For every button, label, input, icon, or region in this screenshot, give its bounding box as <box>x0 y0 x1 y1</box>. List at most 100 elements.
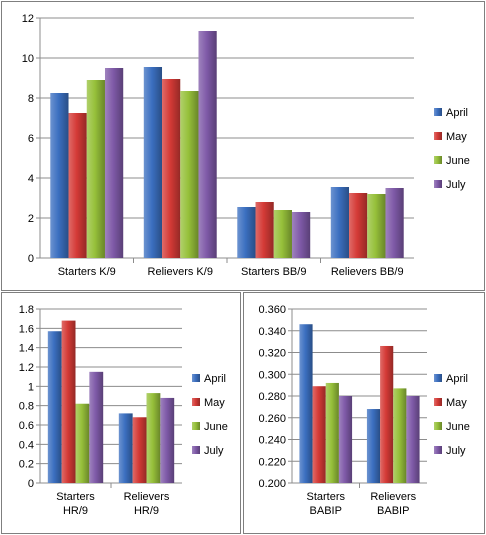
bar-may <box>312 386 326 483</box>
y-tick-label: 0.280 <box>258 391 286 403</box>
bar-may <box>380 345 394 483</box>
y-tick-label: 0.8 <box>19 401 34 413</box>
bar-june <box>86 80 105 258</box>
legend-label-july: July <box>446 445 466 457</box>
legend-label-june: June <box>446 155 470 167</box>
chart-panel-k-bb: 0 2 4 6 8 10 12 Starters K/9 Relievers K/9 Starte… <box>1 1 485 291</box>
y-tick-label: 0.320 <box>258 348 286 360</box>
legend-swatch-july <box>192 446 200 454</box>
x-tick-label: Relievers K/9 <box>148 266 213 278</box>
legend-label-april: April <box>204 373 226 385</box>
bar-july <box>198 31 217 258</box>
y-tick-label: 8 <box>28 93 34 105</box>
y-tick-label: 0.6 <box>19 420 34 432</box>
x-tick-label: BABIP <box>310 505 342 517</box>
bar-june <box>75 403 90 483</box>
y-tick-label: 0.360 <box>258 304 286 316</box>
bar-june <box>180 91 199 258</box>
bar-may <box>68 113 87 258</box>
bar-may <box>255 202 274 258</box>
legend-swatch-may <box>434 132 442 140</box>
legend-label-may: May <box>446 397 467 409</box>
legend-label-may: May <box>446 131 467 143</box>
legend-swatch-april <box>192 374 200 382</box>
legend-label-june: June <box>204 421 228 433</box>
legend-swatch-april <box>434 374 442 382</box>
bar-july <box>406 396 420 483</box>
y-tick-label: 0.4 <box>19 439 34 451</box>
x-tick-label: Starters K/9 <box>58 266 116 278</box>
x-tick-label: BABIP <box>377 505 409 517</box>
chart-hr-per-9: 0 0.2 0.4 0.6 0.8 1 1.2 1.4 1.6 1.8 Starters HR/9 Re… <box>19 304 228 517</box>
bar-june <box>367 194 386 258</box>
bar-may <box>61 320 76 483</box>
bar-may <box>349 193 368 258</box>
x-tick-label: Relievers <box>124 491 170 503</box>
legend-swatch-june <box>192 422 200 430</box>
y-tick-label: 0.2 <box>19 459 34 471</box>
legend-label-april: April <box>446 373 468 385</box>
y-tick-label: 10 <box>22 53 34 65</box>
y-tick-label: 0 <box>28 253 34 265</box>
y-tick-label: 0.200 <box>258 478 286 490</box>
bar-april <box>118 413 133 483</box>
y-tick-label: 0.220 <box>258 456 286 468</box>
y-tick-label: 4 <box>28 173 34 185</box>
x-tick-label: Starters BB/9 <box>241 266 306 278</box>
x-tick-label: Starters <box>56 491 95 503</box>
legend-label-june: June <box>446 421 470 433</box>
bar-june <box>273 210 292 258</box>
bar-april <box>366 409 381 483</box>
legend-swatch-june <box>434 422 442 430</box>
bar-april <box>47 331 62 483</box>
y-tick-label: 12 <box>22 13 34 25</box>
legend-swatch-may <box>434 398 442 406</box>
bar-july <box>338 396 353 483</box>
bar-april <box>299 324 313 483</box>
legend-swatch-april <box>434 108 442 116</box>
legend-label-april: April <box>446 107 468 119</box>
x-tick-label: HR/9 <box>134 505 159 517</box>
bar-july <box>291 212 311 258</box>
bar-april <box>143 67 163 258</box>
legend-swatch-may <box>192 398 200 406</box>
chart-k-bb-per-9: 0 2 4 6 8 10 12 Starters K/9 Relievers K/9 Starte… <box>22 13 470 278</box>
bar-june <box>325 382 339 483</box>
bar-may <box>132 417 147 483</box>
chart-panel-hr: 0 0.2 0.4 0.6 0.8 1 1.2 1.4 1.6 1.8 Starters HR/9 Re… <box>1 292 241 534</box>
x-tick-label: Relievers BB/9 <box>331 266 404 278</box>
y-tick-label: 0 <box>28 478 34 490</box>
y-tick-label: 1.4 <box>19 343 34 355</box>
chart-babip: 0.200 0.220 0.240 0.260 0.280 0.300 0.320 0.340… <box>258 304 470 517</box>
y-tick-label: 0.340 <box>258 326 286 338</box>
y-tick-label: 2 <box>28 213 34 225</box>
legend-swatch-july <box>434 446 442 454</box>
legend-swatch-june <box>434 156 442 164</box>
y-tick-label: 1 <box>28 381 34 393</box>
bar-june <box>146 393 161 483</box>
y-tick-label: 1.6 <box>19 323 34 335</box>
bar-july <box>385 188 404 258</box>
y-tick-label: 6 <box>28 133 34 145</box>
x-tick-label: HR/9 <box>63 505 88 517</box>
bar-july <box>104 68 124 258</box>
bar-may <box>162 79 181 258</box>
bar-april <box>50 93 69 258</box>
y-tick-label: 0.240 <box>258 435 286 447</box>
bar-april <box>330 187 350 258</box>
bar-june <box>393 388 407 483</box>
x-tick-label: Relievers <box>370 491 416 503</box>
legend-swatch-july <box>434 180 442 188</box>
bar-april <box>237 207 256 258</box>
legend-label-july: July <box>204 445 224 457</box>
y-tick-label: 0.260 <box>258 413 286 425</box>
legend-label-may: May <box>204 397 225 409</box>
y-tick-label: 1.2 <box>19 362 34 374</box>
bar-july <box>160 397 175 483</box>
legend-label-july: July <box>446 179 466 191</box>
chart-panel-babip: 0.200 0.220 0.240 0.260 0.280 0.300 0.320 0.340… <box>243 292 485 534</box>
x-tick-label: Starters <box>306 491 345 503</box>
y-tick-label: 0.300 <box>258 369 286 381</box>
bar-july <box>89 371 104 483</box>
y-tick-label: 1.8 <box>19 304 34 316</box>
